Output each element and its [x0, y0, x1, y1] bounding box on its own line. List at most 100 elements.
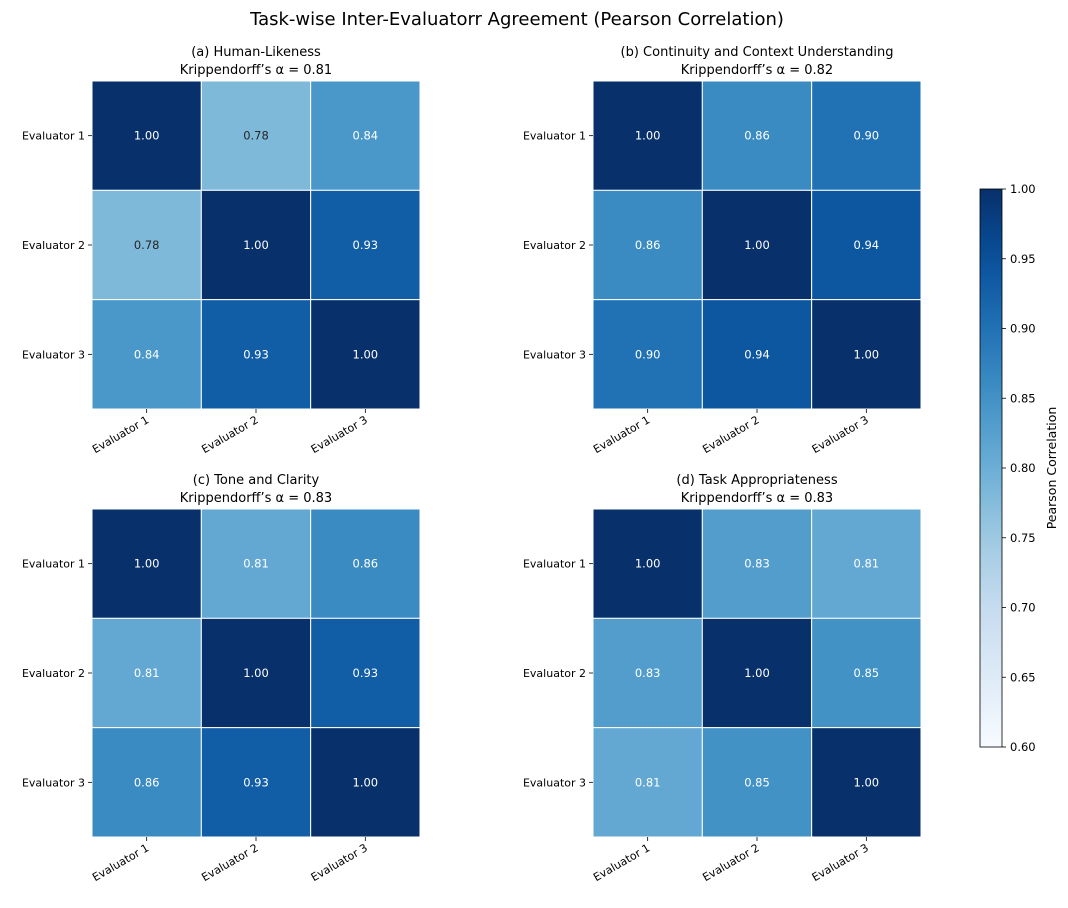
- panel-subtitle: Krippendorff’s α = 0.83: [681, 491, 833, 506]
- y-tick-label: Evaluator 1: [523, 558, 586, 571]
- panel-subtitle: Krippendorff’s α = 0.83: [180, 491, 332, 506]
- heatmap-cell: [701, 189, 813, 301]
- heatmap-cell: [701, 80, 813, 191]
- cell-value: 0.83: [744, 557, 770, 571]
- x-tick-label: Evaluator 2: [199, 841, 260, 884]
- x-tick-label: Evaluator 1: [90, 841, 151, 884]
- heatmap-cell: [200, 508, 312, 619]
- panel-title: (b) Continuity and Context Understanding: [621, 45, 894, 60]
- x-tick-label: Evaluator 2: [700, 413, 761, 456]
- y-tick-label: Evaluator 1: [523, 130, 586, 143]
- heatmap-cell: [310, 727, 421, 838]
- cell-value: 0.81: [134, 666, 160, 680]
- x-tick-label: Evaluator 1: [591, 841, 652, 884]
- heatmap-cell: [200, 727, 312, 838]
- heatmap-cell: [811, 189, 922, 301]
- x-tick-label: Evaluator 1: [591, 413, 652, 456]
- heatmap-cell: [701, 617, 813, 729]
- y-tick-label: Evaluator 2: [22, 667, 85, 680]
- cell-value: 1.00: [744, 666, 770, 680]
- panel-subtitle: Krippendorff’s α = 0.82: [681, 63, 833, 78]
- cell-value: 1.00: [854, 775, 880, 789]
- cell-value: 0.78: [243, 129, 269, 143]
- heatmap-cell: [310, 189, 421, 301]
- panel-title: (a) Human-Likeness: [191, 45, 321, 60]
- heatmap-cell: [701, 727, 813, 838]
- panel-title: (c) Tone and Clarity: [193, 473, 320, 488]
- colorbar-tick-label: 0.60: [1010, 740, 1036, 754]
- figure-title: Task-wise Inter-Evaluatorr Agreement (Pe…: [249, 9, 784, 30]
- heatmap-cell: [91, 617, 202, 729]
- x-tick-label: Evaluator 3: [810, 413, 871, 456]
- cell-value: 1.00: [635, 557, 661, 571]
- heatmap-cell: [592, 189, 703, 301]
- heatmap-cell: [91, 189, 202, 301]
- heatmap-cell: [200, 617, 312, 729]
- cell-value: 0.94: [854, 238, 880, 252]
- cell-value: 0.86: [353, 557, 379, 571]
- heatmap-cell: [200, 189, 312, 301]
- heatmap-cell: [811, 727, 922, 838]
- cell-value: 1.00: [353, 347, 379, 361]
- cell-value: 0.81: [854, 557, 880, 571]
- x-tick-label: Evaluator 3: [309, 413, 370, 456]
- cell-value: 0.86: [744, 129, 770, 143]
- cell-value: 0.85: [744, 775, 770, 789]
- cell-value: 1.00: [635, 129, 661, 143]
- y-tick-label: Evaluator 2: [523, 239, 586, 252]
- heatmap-cell: [811, 299, 922, 410]
- cell-value: 0.86: [134, 775, 160, 789]
- cell-value: 1.00: [744, 238, 770, 252]
- heatmap-cell: [310, 80, 421, 191]
- y-tick-label: Evaluator 3: [523, 348, 586, 361]
- heatmap-cell: [701, 299, 813, 410]
- cell-value: 0.93: [243, 347, 269, 361]
- cell-value: 0.83: [635, 666, 661, 680]
- colorbar-tick-label: 0.85: [1010, 391, 1036, 405]
- heatmap-cell: [592, 80, 703, 191]
- cell-value: 1.00: [353, 775, 379, 789]
- heatmap-cell: [91, 80, 202, 191]
- x-tick-label: Evaluator 1: [90, 413, 151, 456]
- colorbar-tick-label: 0.90: [1010, 322, 1036, 336]
- cell-value: 0.93: [353, 238, 379, 252]
- y-tick-label: Evaluator 3: [523, 776, 586, 789]
- cell-value: 0.93: [243, 775, 269, 789]
- x-tick-label: Evaluator 3: [810, 841, 871, 884]
- x-tick-label: Evaluator 2: [700, 841, 761, 884]
- cell-value: 1.00: [134, 129, 160, 143]
- cell-value: 0.90: [854, 129, 880, 143]
- y-tick-label: Evaluator 3: [22, 776, 85, 789]
- cell-value: 0.78: [134, 238, 160, 252]
- y-tick-label: Evaluator 1: [22, 558, 85, 571]
- colorbar-tick-label: 0.65: [1010, 670, 1036, 684]
- cell-value: 0.85: [854, 666, 880, 680]
- heatmap-cell: [811, 80, 922, 191]
- heatmap-cell: [592, 727, 703, 838]
- colorbar-tick-label: 0.95: [1010, 252, 1036, 266]
- cell-value: 1.00: [134, 557, 160, 571]
- cell-value: 0.84: [353, 129, 379, 143]
- colorbar-tick-label: 0.70: [1010, 601, 1036, 615]
- colorbar-tick-label: 0.80: [1010, 461, 1036, 475]
- cell-value: 0.93: [353, 666, 379, 680]
- cell-value: 1.00: [243, 666, 269, 680]
- heatmap-cell: [200, 299, 312, 410]
- cell-value: 0.81: [243, 557, 269, 571]
- cell-value: 0.90: [635, 347, 661, 361]
- y-tick-label: Evaluator 3: [22, 348, 85, 361]
- cell-value: 0.84: [134, 347, 160, 361]
- x-tick-label: Evaluator 3: [309, 841, 370, 884]
- heatmap-cell: [811, 617, 922, 729]
- colorbar-label: Pearson Correlation: [1044, 407, 1059, 530]
- cell-value: 1.00: [854, 347, 880, 361]
- x-tick-label: Evaluator 2: [199, 413, 260, 456]
- heatmap-cell: [91, 508, 202, 619]
- cell-value: 0.86: [635, 238, 661, 252]
- colorbar-tick-label: 1.00: [1010, 182, 1036, 196]
- y-tick-label: Evaluator 1: [22, 130, 85, 143]
- panel-title: (d) Task Appropriateness: [676, 473, 837, 488]
- colorbar-tick-label: 0.75: [1010, 531, 1036, 545]
- cell-value: 0.81: [635, 775, 661, 789]
- y-tick-label: Evaluator 2: [523, 667, 586, 680]
